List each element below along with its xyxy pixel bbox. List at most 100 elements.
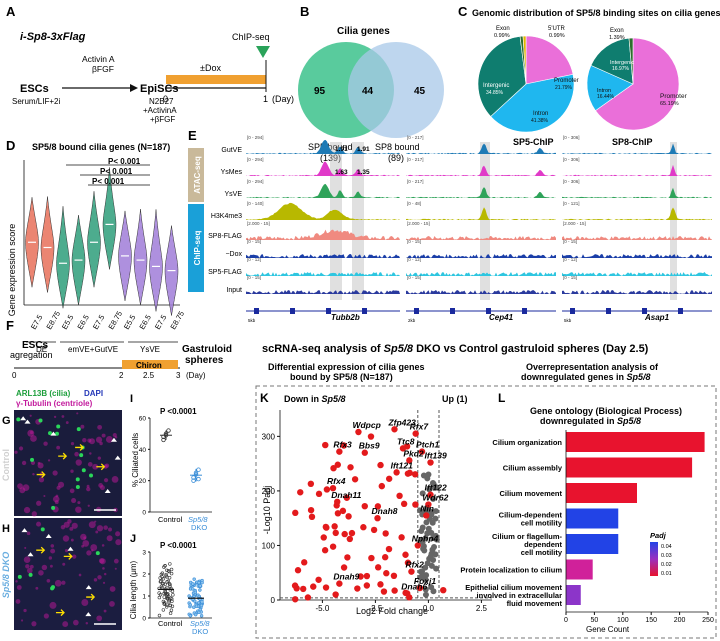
track-range-2-1: [0 - 306] <box>563 157 580 162</box>
f-day: (Day) <box>186 371 206 380</box>
dko-point <box>198 588 202 592</box>
panel-l-title1: Gene ontology (Biological Process) <box>530 406 682 416</box>
control-point <box>169 596 173 600</box>
tubulin-dot <box>31 621 37 627</box>
gene-scale-2: 5kb <box>564 318 572 323</box>
tubulin-dot <box>14 450 18 454</box>
tubulin-dot <box>96 615 103 622</box>
tubulin-dot <box>72 554 77 559</box>
panel-b-label: B <box>300 4 309 19</box>
stage-label: E7.5 <box>153 313 169 331</box>
l-xtick-label: 200 <box>674 617 686 624</box>
arrow-icon <box>86 593 96 601</box>
tubulin-dot <box>92 463 99 470</box>
group-emve: emVE+GutVE <box>68 345 118 354</box>
panel-g-label: G <box>2 415 11 427</box>
control-point <box>158 580 163 584</box>
chip-side-bar <box>188 204 204 292</box>
k-ytick-label: 0 <box>271 596 276 605</box>
volcano-down-point <box>363 572 371 580</box>
panel-i-p: P <0.0001 <box>160 407 197 416</box>
tubulin-dot <box>103 525 108 530</box>
tubulin-dot <box>43 613 49 619</box>
pie2-promoter-label: Promoter <box>660 93 688 100</box>
gene-exon <box>326 308 331 314</box>
dko-point <box>191 587 195 591</box>
highlight-region-0 <box>330 142 342 300</box>
go-bar-1 <box>566 457 693 478</box>
pie1-intergenic-label: Intergenic <box>483 83 509 89</box>
tubulin-dot <box>62 535 70 542</box>
panel-a-episc: EpiSCs <box>140 83 179 95</box>
panel-j-control: Control <box>158 619 183 628</box>
panel-c-title: Genomic distribution of SP5/8 binding si… <box>472 8 720 18</box>
arrowhead-icon <box>85 612 92 617</box>
tubulin-dot <box>35 586 39 590</box>
track-range-2-2: [0 - 306] <box>563 179 580 184</box>
control-point <box>158 592 163 597</box>
volcano-down-point <box>363 582 371 589</box>
volcano-gene-point <box>427 491 434 498</box>
scrna-sub1a: Differential expression of cilia genes <box>268 362 425 372</box>
tubulin-dot <box>29 414 32 417</box>
control-point <box>168 611 173 615</box>
panel-a-act1: Activin A <box>82 54 115 64</box>
track-signal-1-1 <box>406 165 556 176</box>
go-bar-3 <box>566 508 619 529</box>
arrowhead-icon <box>24 419 31 424</box>
tubulin-dot <box>87 504 90 507</box>
stage-label: E8.75 <box>44 310 62 331</box>
tubulin-dot <box>16 585 22 590</box>
stage-label: E7.5 <box>91 313 107 331</box>
venn-sp8-label: SP8 bound <box>375 142 420 152</box>
atac-side-label: ATAC-seq <box>193 156 202 194</box>
volcano-down-point <box>382 530 389 537</box>
padj-colorbar <box>650 542 658 576</box>
panel-k-xlabel: Log2 Fold change <box>356 606 428 616</box>
gene-exon <box>450 308 455 314</box>
arrow-icon <box>55 609 65 617</box>
volcano-gene-label: Rfx7 <box>410 422 430 432</box>
cilia-dot <box>54 431 59 436</box>
volcano-gene-point <box>336 580 343 587</box>
tubulin-dot <box>27 429 35 437</box>
track-range-1-0: [0 - 217] <box>407 135 424 140</box>
control-point <box>165 593 169 597</box>
scrna-box <box>255 385 717 639</box>
control-point <box>164 572 168 577</box>
volcano-gene-label: Nin <box>420 503 434 513</box>
atac-side-bar <box>188 148 204 202</box>
tubulin-dot <box>70 469 74 473</box>
tubulin-dot <box>115 539 122 546</box>
dko-point <box>194 604 199 608</box>
panel-j-label: J <box>130 533 136 545</box>
pie1-intron-label: Intron <box>533 111 548 117</box>
go-bar-chart: Cilium organization Cilium assembly Cilium… <box>460 430 714 624</box>
arrow-icon <box>58 452 68 460</box>
tubulin-dot <box>15 580 18 583</box>
tubulin-dot <box>86 484 90 488</box>
track-name-0: GutVE <box>221 147 242 154</box>
volcano-ns-point <box>423 519 430 526</box>
venn-sp8-n: (89) <box>388 153 404 163</box>
stage-label: E7.5 <box>29 313 45 331</box>
volcano-ns-point <box>429 479 436 486</box>
volcano-gene-point <box>361 449 368 456</box>
tubulin-dot <box>21 460 27 466</box>
pie2-intron-value: 16.44% <box>597 94 615 100</box>
control-point <box>157 595 162 600</box>
go-term-label-4: Cilium or flagellum- <box>492 532 563 541</box>
legend-arl13b: ARL13B (cilia) <box>16 389 71 398</box>
tubulin-dot <box>24 546 27 549</box>
panel-c: C Genomic distribution of SP5/8 binding … <box>458 4 720 147</box>
panel-f-end1: Gastruloid <box>182 344 232 355</box>
volcano-down-point <box>377 581 384 588</box>
volcano-down-point <box>294 567 302 574</box>
padj-legend-title: Padj <box>650 531 667 540</box>
tubulin-dot <box>23 506 31 514</box>
tubulin-dot <box>64 549 69 553</box>
volcano-gene-label: Rfx3 <box>333 440 352 450</box>
padj-tick-4: 0.01 <box>661 571 672 577</box>
volcano-gene-label: Foxj1 <box>414 576 436 586</box>
